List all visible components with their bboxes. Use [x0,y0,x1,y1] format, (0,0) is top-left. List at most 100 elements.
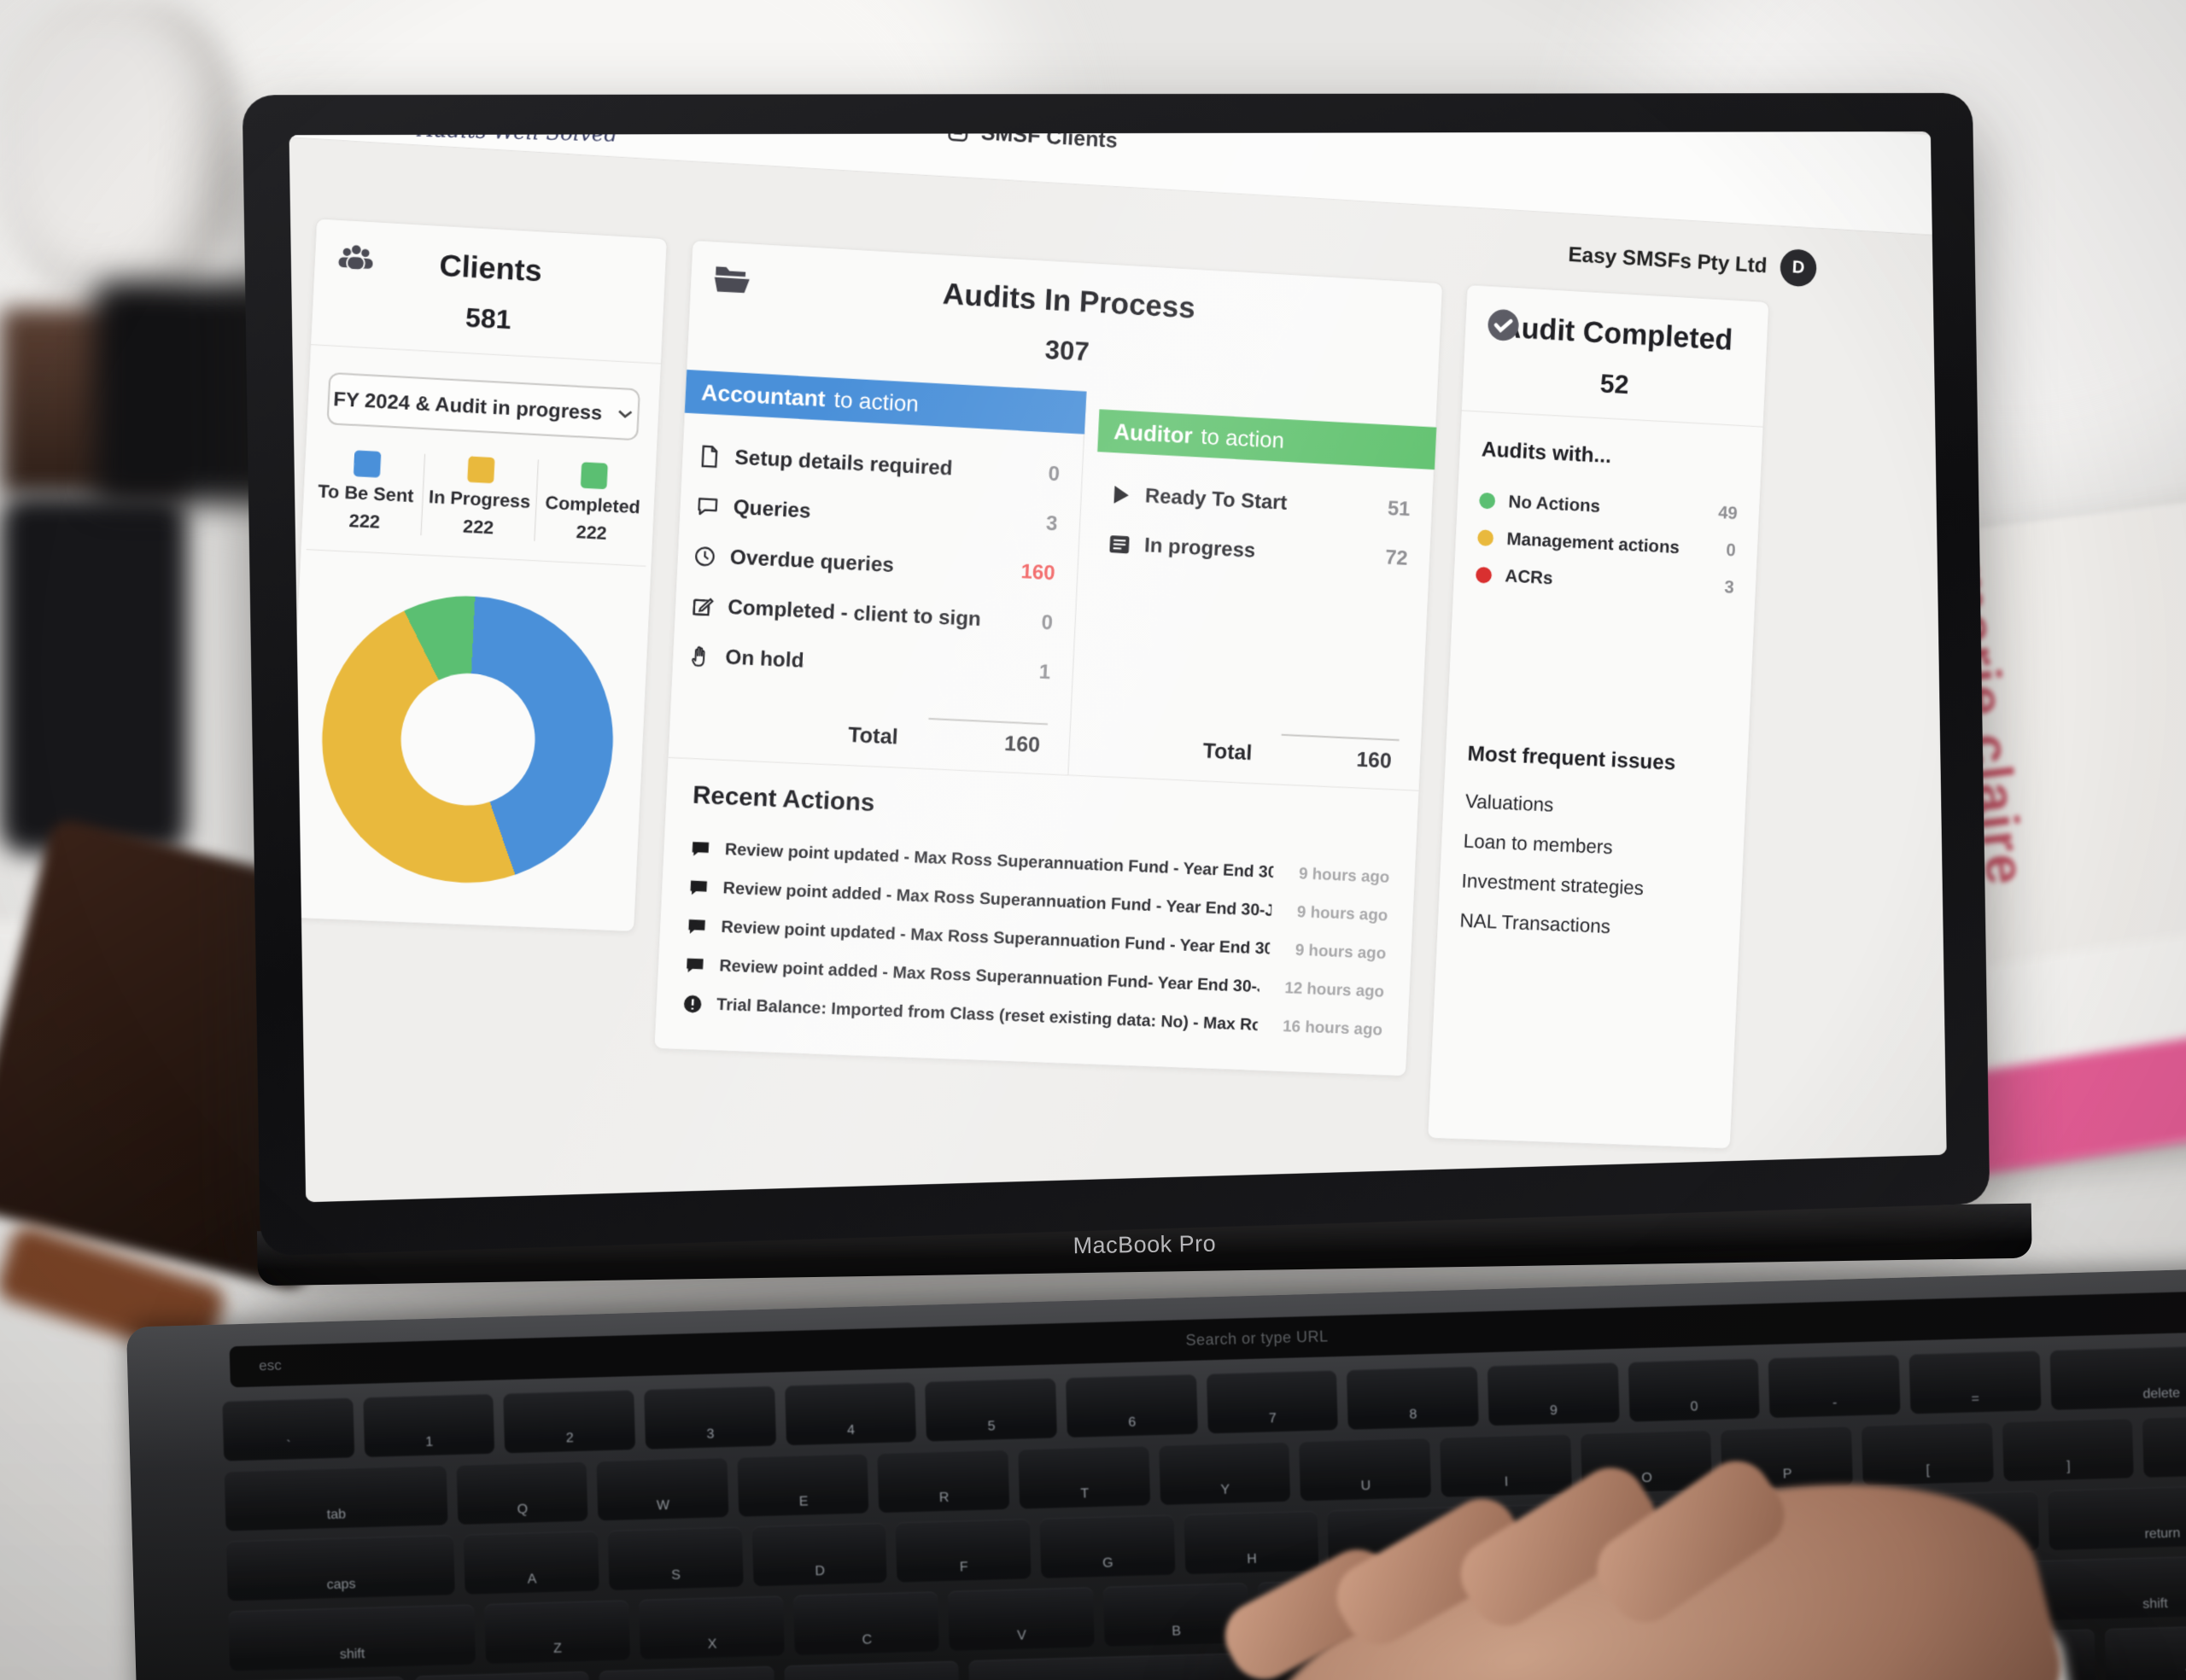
hand-icon [688,644,712,669]
speech-bubble-filled-icon [686,917,708,936]
chevron-down-icon [616,407,634,420]
legend-value: 222 [348,510,381,533]
keyboard-key: G [1039,1514,1176,1578]
action-columns: Accountant to action Setup d [668,365,1437,790]
recent-action-row[interactable]: Trial Balance: Imported from Class (rese… [681,984,1383,1049]
audit-completed-count: 52 [1599,368,1630,400]
keyboard-key: delete [2049,1344,2186,1410]
audits-with-section: Audits with... No Actions 49 Management … [1453,411,1763,607]
keyboard-key: D [751,1522,887,1587]
check-circle-icon [1485,306,1522,344]
keyboard-key: [ [1861,1421,1994,1485]
audits-with-title: Audits with... [1481,437,1612,468]
macbook-label: MacBook Pro [1073,1230,1217,1258]
clients-count: 581 [465,302,512,335]
keyboard-key: F [895,1519,1032,1583]
document-icon [698,444,722,470]
keyboard-key: caps [225,1535,456,1601]
dashboard-app: SAUL SMSF Δ Audits Well Solved [289,131,1947,1203]
laptop-screen-bezel: SAUL SMSF Δ Audits Well Solved [242,92,1990,1257]
audit-completed-card: Audit Completed 52 Audits with... No Act… [1427,283,1770,1150]
exclamation-circle-icon [682,994,704,1014]
background-dark-object [0,495,188,854]
status-row-in-progress[interactable]: In progress 72 [1108,519,1409,583]
legend-item-completed: Completed 222 [534,459,652,547]
play-icon [1110,483,1131,506]
legend-swatch-yellow [467,456,495,484]
keyboard-key: R [877,1449,1010,1514]
archive-box-icon [944,131,972,145]
clock-icon [693,545,717,569]
esc-key: esc [258,1356,282,1374]
auditor-column: Auditor to action Ready To S [1069,392,1437,790]
keyboard-key: - [1768,1354,1901,1418]
keyboard-key: shift [2031,1554,2186,1621]
keyboard-key: ⌃ [414,1671,591,1680]
keyboard-key: fn [230,1676,406,1680]
keyboard-key: S [607,1526,744,1591]
legend-swatch-green [580,462,608,490]
speech-bubble-filled-icon [687,878,710,897]
auditor-total: Total 160 [1069,699,1422,775]
main-nav: Dashboard SMSF Clients [738,131,1118,166]
keyboard-key: 7 [1206,1370,1339,1434]
keyboard-key: 5 [925,1378,1057,1442]
clients-donut-chart [315,589,620,890]
keyboard-key: return [2047,1484,2186,1550]
keyboard-key: ` [222,1397,354,1461]
keyboard-key: ⌥ [2104,1624,2186,1680]
legend-label: In Progress [428,487,531,513]
legend-item-in-progress: In Progress 222 [420,453,538,541]
status-row-ready-to-start[interactable]: Ready To Start 51 [1110,470,1412,534]
issues-title: Most frequent issues [1466,741,1676,775]
list-icon [1108,534,1131,555]
audits-in-process-card: Audits In Process 307 Accountant to acti… [653,239,1444,1077]
nav-item-dashboard[interactable]: Dashboard [739,131,889,140]
edit-square-icon [691,595,715,619]
keyboard-key: Y [1159,1441,1291,1505]
company-name: Easy SMSFs Pty Ltd [1567,242,1768,277]
legend-value: 222 [462,516,494,539]
recent-actions-title: Recent Actions [692,781,875,817]
keyboard-key: 1 [362,1393,495,1457]
keyboard-key: 2 [503,1390,636,1454]
keyboard-key: X [639,1595,786,1660]
home-icon [739,131,766,133]
keyboard-key: ⌥ [599,1665,775,1680]
keyboard-key: W [596,1457,729,1521]
keyboard-key: H [1184,1510,1319,1575]
legend-item-to-be-sent: To Be Sent 222 [307,448,424,536]
keyboard-key: 9 [1487,1362,1620,1426]
keyboard-key: ⌘ [783,1660,960,1680]
nav-smsf-clients-label: SMSF Clients [980,131,1119,154]
keyboard-key: I [1440,1433,1572,1497]
clients-group-icon [336,241,377,277]
keyboard-key: \ [2142,1414,2186,1478]
clients-legend: To Be Sent 222 In Progress 222 [306,447,652,567]
keyboard-key: Q [456,1461,588,1525]
clients-title: Clients [438,248,543,289]
avatar[interactable]: D [1779,248,1818,288]
brand-tagline: Audits Well Solved [418,131,642,146]
nav-item-smsf-clients[interactable]: SMSF Clients [944,131,1118,155]
keyboard-key: U [1299,1438,1432,1502]
keyboard-key: A [464,1531,599,1595]
keyboard-key: = [1908,1350,2042,1415]
folder-open-icon [711,262,753,297]
keyboard-key: 6 [1065,1374,1198,1438]
keyboard-key: shift [228,1604,476,1671]
background-sculpture [0,0,239,307]
keyboard-key: 0 [1628,1358,1760,1422]
clients-filter-dropdown[interactable]: FY 2024 & Audit in progress [326,372,640,441]
green-dot [1478,492,1496,510]
accountant-header-bold: Accountant [700,378,827,411]
legend-label: To Be Sent [317,481,414,507]
most-frequent-issues-section: Most frequent issues Valuations Loan to … [1436,740,1748,977]
keyboard-key: tab [224,1465,448,1531]
keyboard-key: T [1018,1445,1150,1509]
red-dot [1475,567,1493,584]
yellow-dot [1476,529,1494,547]
keyboard-key: V [948,1587,1095,1651]
keyboard-key: 4 [784,1381,917,1446]
legend-label: Completed [544,493,641,518]
